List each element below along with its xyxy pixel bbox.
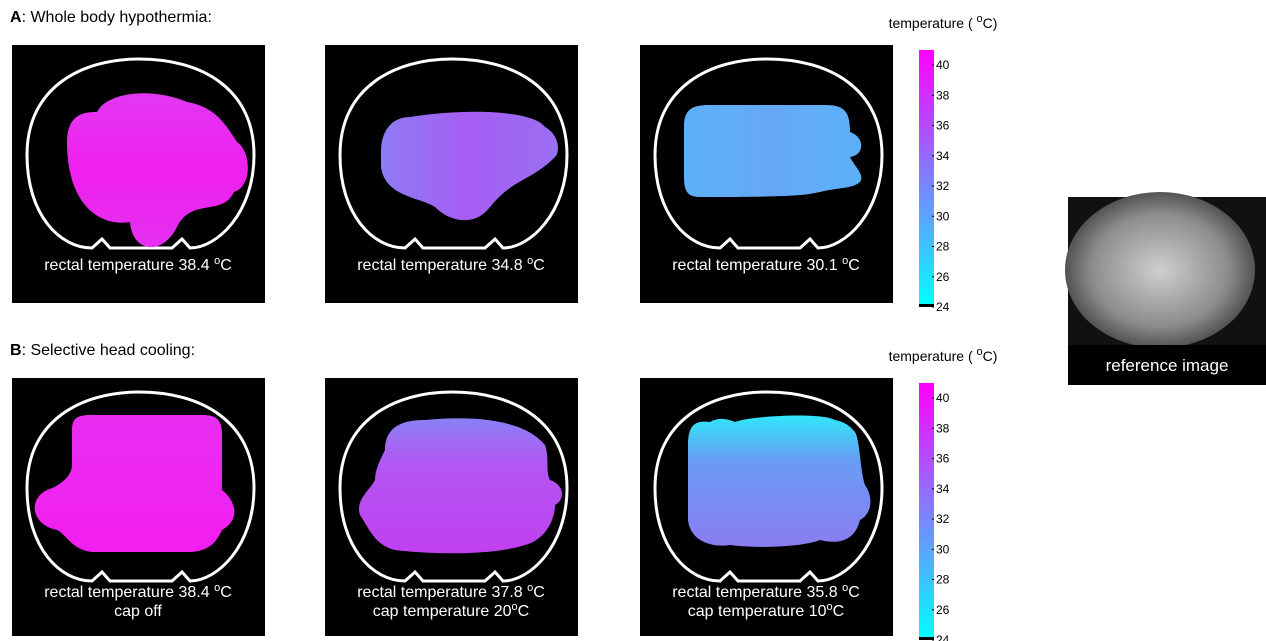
temperature-map <box>359 418 562 553</box>
panel-caption: cap off <box>114 603 162 620</box>
panel-caption: rectal temperature 37.8 oC <box>357 582 545 601</box>
colorbar-tick-label: 32 <box>936 512 950 526</box>
section-name: : Selective head cooling: <box>22 342 195 359</box>
panel-caption: rectal temperature 38.4 oC <box>44 255 232 274</box>
colorbar-tick-label: 40 <box>936 58 950 72</box>
text-piece: C <box>220 257 232 274</box>
text-piece: C <box>533 257 545 274</box>
colorbar-tick-label: 30 <box>936 209 950 223</box>
section-letter: A <box>10 9 22 26</box>
text-piece: C <box>848 257 860 274</box>
colorbar-tick-label: 36 <box>936 452 950 466</box>
colorbar-tick-label: 24 <box>936 300 950 314</box>
colorbar-tick-label: 28 <box>936 573 950 587</box>
text-piece: C <box>833 603 845 620</box>
panel-caption: rectal temperature 34.8 oC <box>357 255 545 274</box>
text-piece: rectal temperature 38.4 <box>44 257 214 274</box>
text-piece: temperature ( <box>889 348 977 364</box>
colorbar-tick-label: 34 <box>936 149 950 163</box>
panel: rectal temperature 34.8 oC <box>325 45 578 303</box>
panel-caption: rectal temperature 30.1 oC <box>672 255 860 274</box>
figure: reference image A: Whole body hypothermi… <box>0 0 1266 641</box>
colorbar-tick-label: 32 <box>936 179 950 193</box>
panel-caption: cap temperature 10oC <box>688 601 844 620</box>
reference-panel: reference image <box>1065 192 1266 385</box>
section-title: B: Selective head cooling: <box>10 342 195 359</box>
colorbar-title: temperature ( oC) <box>889 346 998 364</box>
text-piece: C <box>220 584 232 601</box>
colorbar: temperature ( oC) 24 26 28 30 32 34 36 38 40 <box>889 346 998 641</box>
panel: rectal temperature 30.1 oC <box>640 45 893 303</box>
text-piece: rectal temperature 34.8 <box>357 257 527 274</box>
colorbar-tick-label: 24 <box>936 633 950 641</box>
colorbar-tick-label: 30 <box>936 542 950 556</box>
text-piece: rectal temperature 38.4 <box>44 584 214 601</box>
text-piece: cap off <box>114 603 162 620</box>
colorbar-tick-label: 40 <box>936 391 950 405</box>
text-piece: rectal temperature 30.1 <box>672 257 842 274</box>
colorbar-floor <box>919 304 934 307</box>
panel: rectal temperature 38.4 oC <box>12 45 265 303</box>
text-piece: C <box>533 584 545 601</box>
text-piece: rectal temperature 37.8 <box>357 584 527 601</box>
text-piece: C) <box>983 15 998 31</box>
section-title: A: Whole body hypothermia: <box>10 9 212 26</box>
section-name: : Whole body hypothermia: <box>22 9 212 26</box>
colorbar-scale <box>919 383 934 640</box>
colorbar-title: temperature ( oC) <box>889 13 998 31</box>
colorbar: temperature ( oC) 24 26 28 30 32 34 36 38 40 <box>889 13 998 314</box>
colorbar-tick-label: 28 <box>936 240 950 254</box>
panel-caption: cap temperature 20oC <box>373 601 529 620</box>
colorbar-floor <box>919 637 934 640</box>
colorbar-tick-label: 36 <box>936 119 950 133</box>
reference-image-brain <box>1065 192 1255 348</box>
text-piece: cap temperature 10 <box>688 603 827 620</box>
text-piece: C <box>848 584 860 601</box>
colorbar-scale <box>919 50 934 307</box>
panel-caption: rectal temperature 35.8 oC <box>672 582 860 601</box>
panel-caption: rectal temperature 38.4 oC <box>44 582 232 601</box>
text-piece: C <box>518 603 530 620</box>
colorbar-tick-label: 38 <box>936 88 950 102</box>
text-piece: C) <box>983 348 998 364</box>
text-piece: rectal temperature 35.8 <box>672 584 842 601</box>
colorbar-tick-label: 38 <box>936 421 950 435</box>
colorbar-tick-label: 26 <box>936 270 950 284</box>
reference-label: reference image <box>1106 356 1229 375</box>
text-piece: temperature ( <box>889 15 977 31</box>
colorbar-tick-label: 26 <box>936 603 950 617</box>
temperature-map <box>684 105 861 197</box>
temperature-map <box>688 416 870 547</box>
text-piece: cap temperature 20 <box>373 603 512 620</box>
panel: rectal temperature 38.4 oC cap off <box>12 378 265 636</box>
colorbar-tick-label: 34 <box>936 482 950 496</box>
section-letter: B <box>10 342 22 359</box>
